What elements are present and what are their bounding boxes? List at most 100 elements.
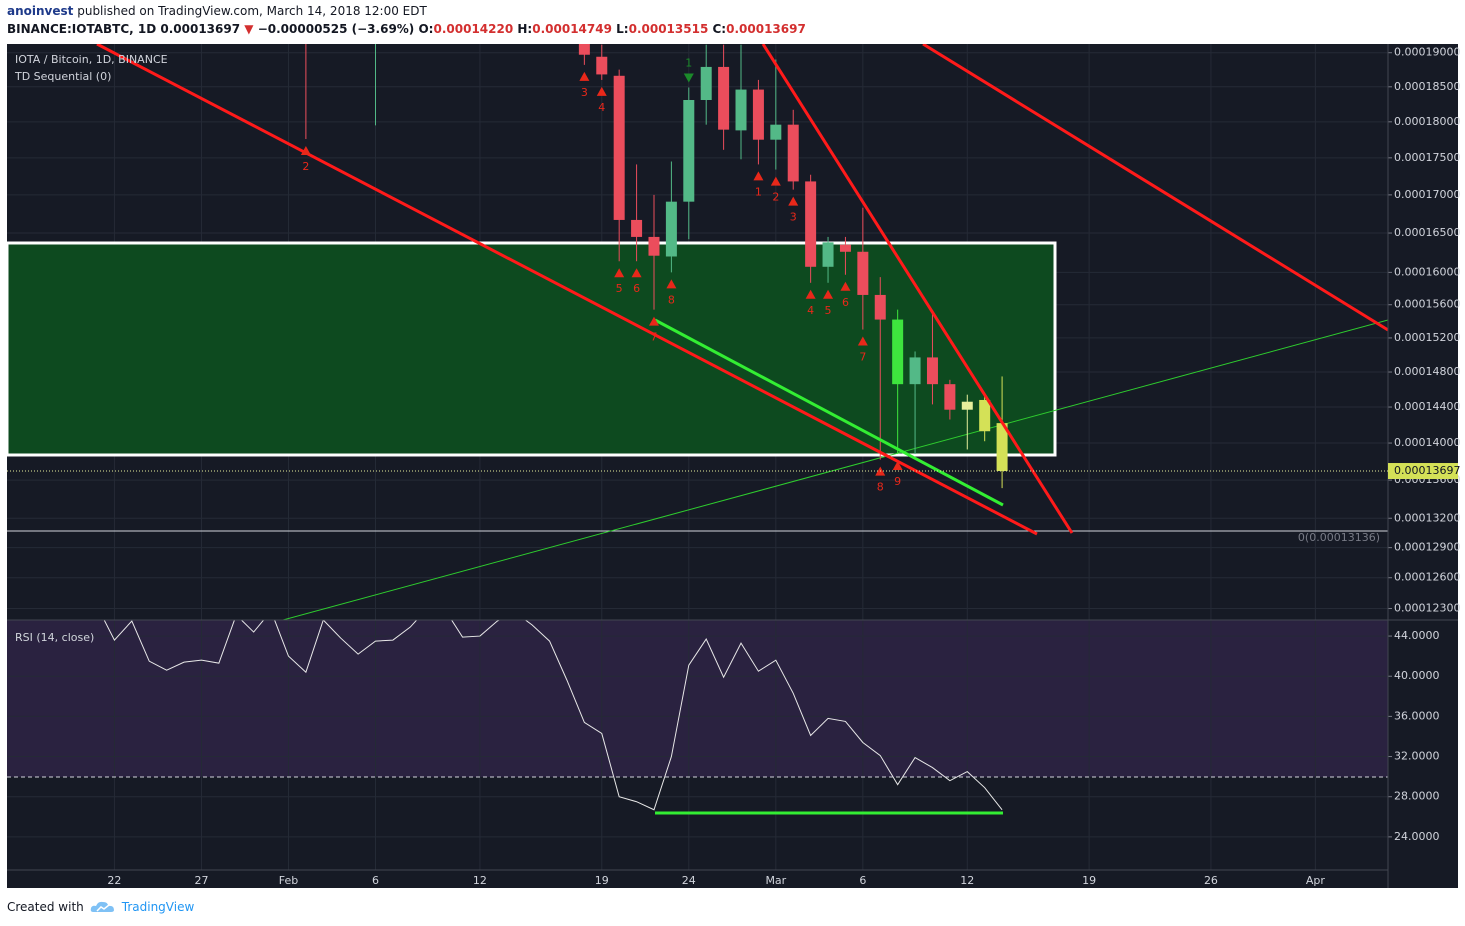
footer: Created with TradingView xyxy=(7,900,194,914)
x-tick-label: 22 xyxy=(107,874,121,887)
td-count: 3 xyxy=(581,86,588,99)
y-tick-label: 0.00013200 xyxy=(1394,511,1460,524)
td-count: 4 xyxy=(807,304,814,317)
last-price-box xyxy=(1388,463,1458,480)
candle-body xyxy=(909,357,921,385)
fib-label: 0(0.00013136) xyxy=(1298,531,1380,544)
down-icon: ▼ xyxy=(244,22,254,36)
drawings xyxy=(96,44,1388,536)
candle-body xyxy=(805,181,817,267)
td-count: 5 xyxy=(616,282,623,295)
td-marker xyxy=(579,71,590,81)
y-tick-label: 0.00012600 xyxy=(1394,571,1460,584)
x-tick-label: 12 xyxy=(960,874,974,887)
rsi-line xyxy=(103,620,1003,811)
header-quote: BINANCE:IOTABTC, 1D 0.00013697 ▼ −0.0000… xyxy=(7,22,806,36)
td-marker xyxy=(770,176,781,186)
td-count: 3 xyxy=(790,211,797,224)
x-tick-label: 27 xyxy=(194,874,208,887)
x-tick-label: Apr xyxy=(1306,874,1326,887)
ohlc-value: 0.00013515 xyxy=(628,22,709,36)
x-tick-label: 12 xyxy=(473,874,487,887)
td-count: 8 xyxy=(668,293,675,306)
td-marker xyxy=(666,279,677,289)
td-count: 5 xyxy=(825,304,832,317)
candle-body xyxy=(857,251,869,295)
candle-body xyxy=(718,66,730,130)
td-count: 7 xyxy=(650,331,657,344)
td-marker xyxy=(788,196,799,206)
td-marker xyxy=(805,289,816,299)
y-tick-label: 0.00015200 xyxy=(1394,331,1460,344)
td-marker xyxy=(648,316,659,326)
td-marker xyxy=(631,268,642,278)
candle-body xyxy=(892,319,904,385)
x-tick-label: 24 xyxy=(682,874,696,887)
td-count: 7 xyxy=(859,351,866,364)
logo xyxy=(90,901,114,912)
candle-body xyxy=(787,124,799,182)
td-count: 6 xyxy=(842,296,849,309)
td-count: 2 xyxy=(302,160,309,173)
td-marker xyxy=(823,289,834,299)
candle-body xyxy=(596,56,608,75)
candle-body xyxy=(822,242,834,267)
td-marker xyxy=(857,336,868,346)
trend-line xyxy=(282,319,1388,620)
candle-body xyxy=(700,66,712,100)
td-marker xyxy=(683,73,694,83)
trend-line xyxy=(96,44,1038,536)
y-tick-label: 24.0000 xyxy=(1394,830,1440,843)
published: published on TradingView.com, March 14, … xyxy=(77,4,427,18)
y-tick-label: 0.00017500 xyxy=(1394,151,1460,164)
trend-line xyxy=(654,318,1004,507)
y-tick-label: 0.00014400 xyxy=(1394,400,1460,413)
y-tick-label: 32.0000 xyxy=(1394,750,1440,763)
x-tick-label: 6 xyxy=(372,874,379,887)
candle-body xyxy=(874,294,886,320)
candle-body xyxy=(631,219,643,237)
x-tick-label: 19 xyxy=(595,874,609,887)
y-tick-label: 0.00016000 xyxy=(1394,265,1460,278)
trend-line xyxy=(922,44,1388,332)
candle-body xyxy=(770,124,782,140)
ohlc-value: 0.00013697 xyxy=(726,22,806,36)
last-price-label: 0.00013697 xyxy=(1394,464,1460,477)
ohlc-value: 0.00014749 xyxy=(532,22,612,36)
td-marker xyxy=(300,145,311,155)
rsi-title: RSI (14, close) xyxy=(15,631,94,644)
candle-body xyxy=(665,201,677,257)
author[interactable]: anoinvest xyxy=(7,4,74,18)
candle-body xyxy=(648,236,660,256)
candle-body xyxy=(944,384,956,410)
candle-body xyxy=(578,44,590,55)
symbol: BINANCE:IOTABTC, 1D xyxy=(7,22,157,36)
candle-body xyxy=(735,89,747,131)
y-tick-label: 0.00017000 xyxy=(1394,188,1460,201)
td-marker xyxy=(840,281,851,291)
chart: IOTA / Bitcoin, 1D, BINANCE TD Sequentia… xyxy=(7,44,1460,888)
y-tick-label: 0.00016500 xyxy=(1394,226,1460,239)
rsi-band xyxy=(7,620,1388,777)
ohlc-key: H: xyxy=(517,22,533,36)
y-tick-label: 0.00018500 xyxy=(1394,80,1460,93)
td-count: 1 xyxy=(755,185,762,198)
td-marker xyxy=(614,268,625,278)
ohlc-key: O: xyxy=(418,22,434,36)
last: 0.00013697 xyxy=(160,22,241,36)
brand[interactable]: TradingView xyxy=(121,900,195,914)
header-line: anoinvest published on TradingView.com, … xyxy=(7,4,427,18)
candle-body xyxy=(996,423,1008,472)
y-tick-label: 0.00014800 xyxy=(1394,365,1460,378)
candle-body xyxy=(683,99,695,202)
y-tick-label: 0.00012900 xyxy=(1394,541,1460,554)
chart-title: IOTA / Bitcoin, 1D, BINANCE xyxy=(15,53,168,66)
x-tick-label: 19 xyxy=(1082,874,1096,887)
candle-body xyxy=(752,89,764,140)
x-tick-label: 26 xyxy=(1204,874,1218,887)
ohlc-key: L: xyxy=(616,22,629,36)
td-count: 1 xyxy=(685,56,692,69)
candle-body xyxy=(613,75,625,220)
created: Created with xyxy=(7,900,84,914)
y-tick-label: 0.00014000 xyxy=(1394,436,1460,449)
